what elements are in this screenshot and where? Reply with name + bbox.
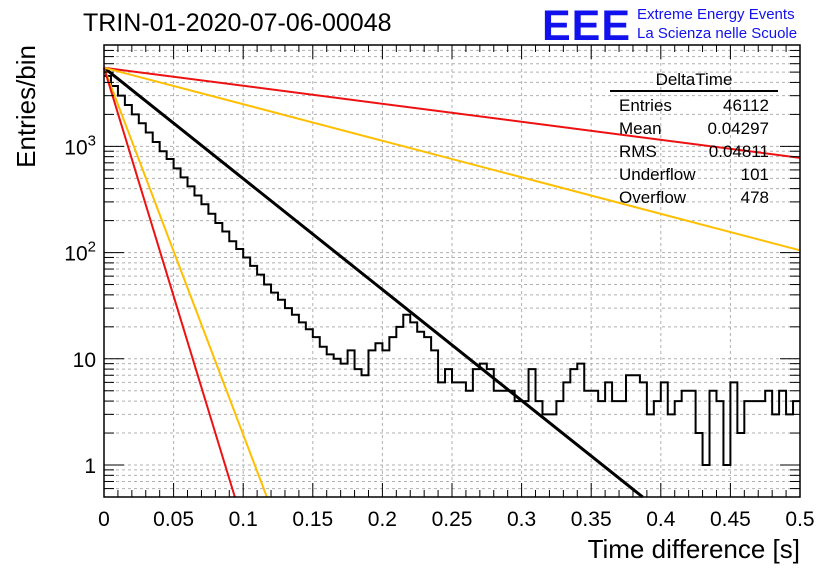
y-axis-label: Entries/bin [11, 45, 41, 168]
histogram-layer [104, 74, 800, 467]
stats-row-mean: Mean 0.04297 [610, 117, 778, 140]
stats-value: 0.04297 [707, 119, 769, 138]
fit-line [103, 67, 268, 498]
x-tick-label: 0.4 [646, 508, 676, 531]
stats-label: Underflow [619, 165, 696, 184]
x-tick-label: 0 [98, 508, 110, 531]
axes-layer [103, 44, 801, 498]
x-tick-label: 0.45 [710, 508, 751, 531]
x-tick-label: 0.05 [153, 508, 194, 531]
x-tick-label: 0.15 [292, 508, 333, 531]
stats-row-overflow: Overflow 478 [610, 186, 778, 209]
x-axis-label: Time difference [s] [588, 534, 800, 564]
stats-row-underflow: Underflow 101 [610, 163, 778, 186]
stats-row-rms: RMS 0.04811 [610, 140, 778, 163]
x-tick-label: 0.2 [368, 508, 397, 531]
stats-label: Mean [619, 119, 662, 138]
fit-line [103, 66, 801, 159]
stats-label: RMS [619, 142, 657, 161]
stats-label: Overflow [619, 188, 687, 207]
axis-labels-layer: 0 0.05 0.1 0.15 0.2 0.25 0.3 0.35 0.4 0.45 0.51101… [11, 45, 815, 564]
x-tick-label: 0.3 [507, 508, 536, 531]
x-tick-label: 0.5 [785, 508, 814, 531]
stats-label: Entries [619, 96, 672, 115]
stats-value: 0.04811 [708, 142, 769, 161]
fit-line [103, 66, 801, 252]
histogram-series [104, 74, 800, 467]
x-tick-label: 0.25 [432, 508, 473, 531]
stats-value: 101 [740, 165, 769, 184]
stats-value: 46112 [722, 96, 769, 115]
stats-value: 478 [740, 188, 769, 207]
eee-logo: EEE [542, 2, 632, 50]
fit-line [103, 66, 644, 499]
y-tick-label: 1 [84, 455, 96, 478]
stats-row-entries: Entries 46112 [610, 94, 778, 117]
grid-layer [103, 44, 801, 498]
y-tick-label: 10 [73, 349, 96, 372]
stats-title: DeltaTime [610, 70, 778, 92]
logo-line-2: La Scienza nelle Scuole [637, 25, 798, 42]
stats-box: DeltaTime Entries 46112 Mean 0.04297 RMS… [610, 70, 778, 209]
logo-line-1: Extreme Energy Events [637, 6, 795, 23]
run-title: TRIN-01-2020-07-06-00048 [83, 9, 392, 37]
x-tick-label: 0.35 [571, 508, 612, 531]
y-tick-label: 103 [64, 132, 96, 159]
y-tick-label: 102 [64, 239, 96, 266]
fit-line [103, 67, 236, 498]
fit-lines-layer [103, 66, 801, 499]
x-tick-label: 0.1 [229, 508, 258, 531]
